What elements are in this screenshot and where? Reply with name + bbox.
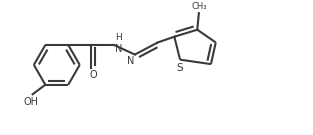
Text: S: S	[177, 63, 183, 73]
Text: N: N	[115, 44, 122, 54]
Text: OH: OH	[23, 97, 38, 107]
Text: H: H	[115, 33, 121, 42]
Text: CH₃: CH₃	[191, 2, 207, 11]
Text: O: O	[89, 70, 97, 80]
Text: N: N	[126, 56, 134, 66]
